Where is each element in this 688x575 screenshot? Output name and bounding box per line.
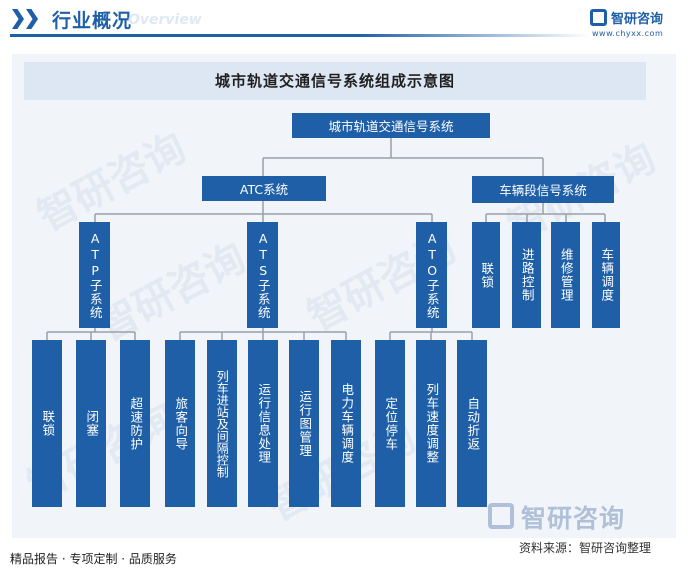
watermark-logo-icon <box>488 503 514 529</box>
watermark-logo: 智研咨询 <box>488 499 658 537</box>
node-ats-info-processing: 运行信息处理 <box>248 340 278 507</box>
connector-ato-functions <box>389 328 473 340</box>
node-depot-interlocking: 联锁 <box>472 222 500 328</box>
node-atp-subsystem: ATP子系统 <box>79 222 110 328</box>
node-ato-speed-adjustment: 列车速度调整 <box>416 340 446 507</box>
brand-logo-icon <box>590 9 607 26</box>
page-header: 行业概况 Overview <box>0 0 688 40</box>
diagram-title: 城市轨道交通信号系统组成示意图 <box>24 62 646 100</box>
connector-ats-functions <box>179 328 347 340</box>
node-atp-overspeed-protection: 超速防护 <box>120 340 150 507</box>
node-atp-block: 闭塞 <box>76 340 106 507</box>
node-ats-subsystem: ATS子系统 <box>247 222 278 328</box>
header-underline <box>10 34 590 37</box>
page-footer: 精品报告 · 专项定制 · 品质服务 资料来源：智研咨询整理 <box>0 540 688 575</box>
node-depot-route-control: 进路控制 <box>512 222 541 328</box>
node-atc-system: ATC系统 <box>202 176 326 201</box>
diagram-root: 城市轨道交通信号系统 <box>292 113 490 138</box>
connector-atp-functions <box>46 328 136 340</box>
node-ats-passenger-guidance: 旅客向导 <box>165 340 195 507</box>
node-atp-interlocking: 联锁 <box>32 340 62 507</box>
section-subtitle-ghost: Overview <box>128 12 202 28</box>
brand-logo: 智研咨询 www.chyxx.com <box>590 7 682 38</box>
connector-root-level1 <box>262 138 544 176</box>
brand-url: www.chyxx.com <box>592 29 664 38</box>
section-title: 行业概况 <box>52 10 133 32</box>
brand-name: 智研咨询 <box>611 12 664 27</box>
connector-atc-subsystems <box>94 201 433 222</box>
data-source: 资料来源：智研咨询整理 <box>519 541 652 555</box>
node-ats-power-vehicle-dispatch: 电力车辆调度 <box>331 340 361 507</box>
node-depot-maintenance: 维修管理 <box>551 222 580 328</box>
watermark-logo-text: 智研咨询 <box>521 504 626 533</box>
node-ats-arrival-interval-control: 列车进站及间隔控制 <box>207 340 237 507</box>
node-ats-timetable-management: 运行图管理 <box>289 340 319 507</box>
node-ato-subsystem: ATO子系统 <box>416 222 447 328</box>
connector-depot-functions <box>485 203 606 222</box>
node-depot-signal-system: 车辆段信号系统 <box>472 176 614 203</box>
node-ato-auto-turnback: 自动折返 <box>457 340 487 507</box>
footer-tagline: 精品报告 · 专项定制 · 品质服务 <box>10 552 177 566</box>
node-ato-positioning-stop: 定位停车 <box>375 340 405 507</box>
node-depot-vehicle-dispatch: 车辆调度 <box>592 222 620 328</box>
